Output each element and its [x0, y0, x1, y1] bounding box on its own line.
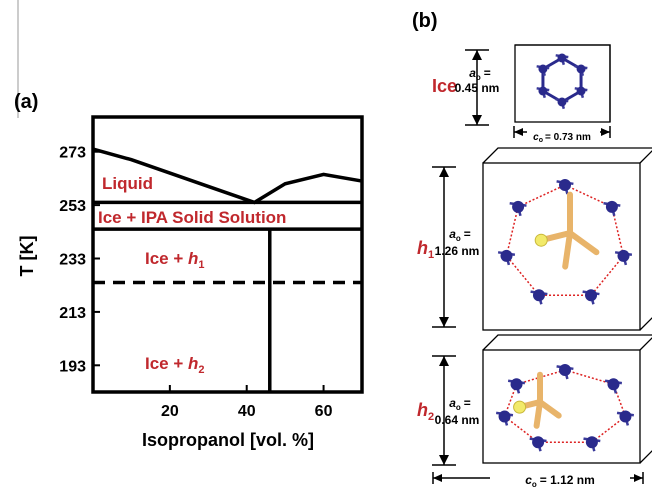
oxygen — [577, 65, 586, 74]
label-part: h — [188, 249, 198, 268]
oxygen — [617, 250, 629, 262]
region-label: Liquid — [102, 174, 153, 193]
label-part: h — [417, 400, 428, 420]
h-bond — [565, 370, 613, 384]
label-part: o — [456, 234, 461, 243]
y-tick-label: 193 — [59, 358, 86, 375]
label-part: h — [417, 238, 428, 258]
label-part: o — [456, 403, 461, 412]
y-tick-label: 213 — [59, 305, 86, 322]
h-bond — [518, 185, 565, 207]
x-tick-label: 20 — [161, 403, 179, 420]
dim-label: co= 1.12 nm — [525, 473, 595, 487]
label-part: = — [464, 227, 471, 241]
oxygen — [538, 87, 547, 96]
ipa-oxygen — [535, 234, 547, 246]
label-part: 1 — [198, 259, 204, 271]
y-tick-label: 253 — [59, 198, 86, 215]
oxygen — [586, 436, 598, 448]
x-tick-label: 40 — [238, 403, 256, 420]
region-label: Ice + h1 — [145, 249, 205, 271]
x-axis-label: Isopropanol [vol. %] — [142, 430, 314, 450]
ice-label: Ice — [432, 76, 457, 96]
h-bond — [507, 207, 519, 256]
dim-label: 0.64 nm — [435, 413, 480, 427]
label-part: 2 — [198, 364, 204, 376]
oxygen — [558, 54, 567, 63]
oxygen — [538, 65, 547, 74]
ipa-oxygen — [514, 401, 526, 413]
dim-label: 1.26 nm — [435, 244, 480, 258]
h-bond — [591, 256, 623, 295]
oxygen — [606, 201, 618, 213]
y-tick-label: 233 — [59, 252, 86, 269]
label-part: = — [464, 396, 471, 410]
h-bond — [592, 416, 626, 442]
h-bond — [507, 256, 539, 295]
label-part: h — [188, 354, 198, 373]
region-label: Ice + IPA Solid Solution — [98, 208, 286, 227]
ipa-bond — [565, 233, 570, 267]
dim-label: ao= — [449, 396, 471, 412]
label-part: = 0.73 nm — [545, 132, 591, 143]
oxygen — [511, 378, 523, 390]
dim-label: co= 0.73 nm — [533, 132, 591, 144]
label-part: = 1.12 nm — [540, 473, 595, 487]
h2-label: h2 — [417, 400, 434, 423]
oxygen — [532, 436, 544, 448]
panel-label: (b) — [412, 10, 438, 32]
label-part: = — [484, 66, 491, 80]
label-part: Ice + — [145, 249, 188, 268]
oxygen — [501, 250, 513, 262]
ipa-bond — [570, 233, 596, 252]
oxygen — [512, 201, 524, 213]
cell-edge — [483, 335, 652, 463]
panel-label: (a) — [14, 91, 38, 113]
label-part: 2 — [428, 411, 434, 423]
oxygen — [577, 87, 586, 96]
dim-label: ao= — [469, 66, 491, 82]
oxygen — [559, 364, 571, 376]
oxygen — [499, 410, 511, 422]
label-part: o — [532, 480, 537, 487]
label-part: o — [539, 137, 543, 144]
oxygen — [558, 98, 567, 107]
region-labels: Liquid Ice + IPA Solid Solution Ice + h1… — [98, 174, 286, 376]
oxygen — [607, 378, 619, 390]
oxygen — [533, 289, 545, 301]
h1-label: h1 — [417, 238, 434, 261]
y-tick-label: 273 — [59, 145, 86, 162]
dim-label: ao= — [449, 227, 471, 243]
label-part: 1 — [428, 249, 434, 261]
ipa-bond — [540, 402, 559, 416]
y-axis-label: T [K] — [17, 236, 37, 277]
label-part: Ice + — [145, 354, 188, 373]
oxygen — [585, 289, 597, 301]
figure: (a) (b) Isopropanol [vol. %] T [K] Liqui… — [0, 0, 652, 487]
region-label: Ice + h2 — [145, 354, 205, 376]
x-tick-label: 60 — [315, 403, 333, 420]
oxygen — [559, 179, 571, 191]
plot-frame — [93, 117, 362, 392]
oxygen — [619, 410, 631, 422]
